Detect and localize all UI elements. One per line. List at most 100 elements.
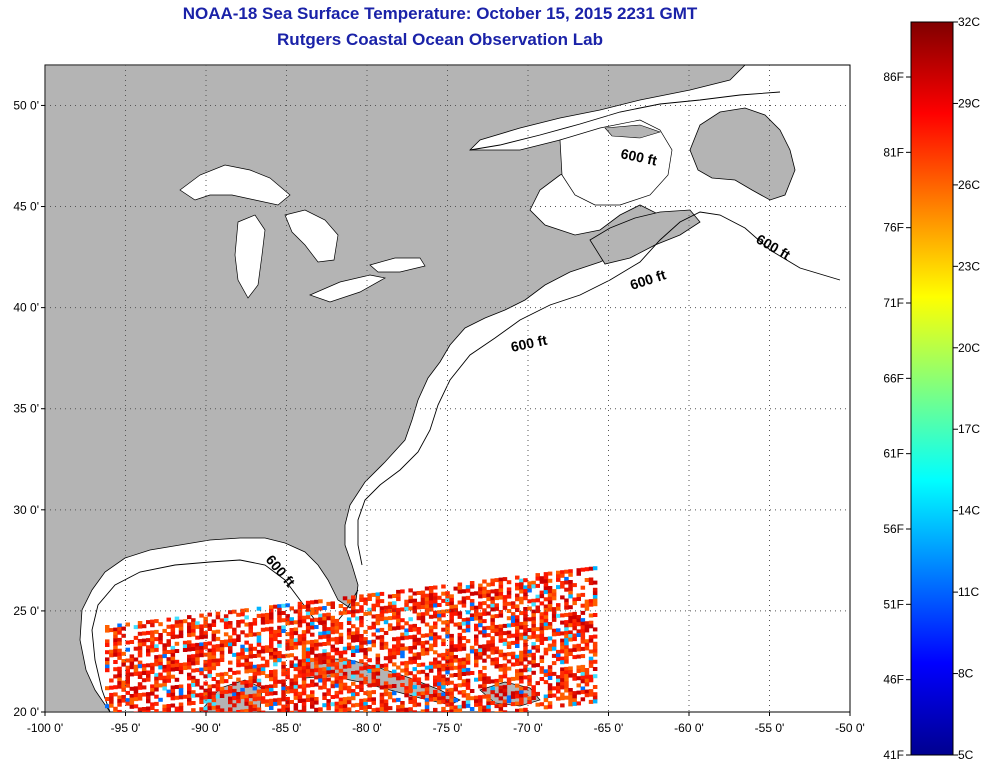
sst-pixel: [367, 683, 372, 688]
sst-pixel: [326, 663, 331, 668]
sst-pixel: [564, 659, 569, 664]
sst-pixel: [506, 677, 512, 682]
sst-pixel: [330, 619, 335, 624]
sst-pixel: [515, 658, 520, 663]
sst-pixel: [498, 667, 504, 672]
sst-pixel: [543, 608, 549, 613]
sst-pixel: [215, 658, 221, 663]
sst-pixel: [113, 649, 118, 654]
sst-pixel: [469, 696, 475, 701]
sst-pixel: [355, 670, 360, 675]
sst-pixel: [154, 680, 159, 685]
sst-pixel: [322, 642, 327, 646]
sst-pixel: [195, 646, 200, 651]
sst-pixel: [195, 642, 200, 647]
sst-pixel: [523, 617, 528, 622]
sst-pixel: [564, 612, 569, 617]
sst-pixel: [400, 636, 405, 641]
sst-pixel: [556, 606, 561, 611]
sst-pixel: [187, 633, 192, 638]
sst-pixel: [445, 688, 450, 693]
sst-pixel: [162, 708, 167, 712]
sst-pixel: [223, 625, 229, 630]
sst-pixel: [342, 682, 348, 687]
sst-pixel: [453, 658, 458, 663]
sst-pixel: [576, 654, 581, 659]
sst-pixel: [109, 696, 114, 701]
sst-pixel: [174, 616, 180, 621]
sst-pixel: [252, 697, 258, 702]
sst-pixel: [301, 698, 307, 703]
sst-pixel: [289, 606, 294, 611]
sst-pixel: [498, 584, 504, 589]
sst-pixel: [330, 702, 335, 707]
sst-pixel: [408, 588, 413, 593]
sst-pixel: [379, 707, 385, 712]
sst-pixel: [428, 661, 434, 666]
sst-pixel: [269, 655, 274, 660]
sst-pixel: [105, 704, 110, 709]
sst-pixel: [584, 689, 590, 694]
sst-pixel: [580, 618, 586, 623]
sst-pixel: [498, 610, 504, 614]
sst-pixel: [547, 586, 553, 590]
sst-pixel: [564, 627, 569, 632]
sst-pixel: [105, 686, 110, 691]
sst-pixel: [351, 703, 356, 708]
sst-pixel: [154, 683, 159, 688]
sst-pixel: [141, 685, 147, 690]
sst-pixel: [297, 663, 303, 667]
sst-pixel: [457, 665, 463, 670]
sst-pixel: [203, 620, 208, 625]
sst-pixel: [531, 631, 536, 636]
sst-pixel: [240, 695, 245, 700]
sst-pixel: [260, 649, 266, 654]
sst-pixel: [543, 651, 549, 656]
sst-pixel: [351, 689, 356, 693]
sst-pixel: [474, 605, 479, 610]
sst-pixel: [506, 630, 512, 635]
sst-pixel: [281, 690, 286, 695]
sst-pixel: [404, 689, 409, 694]
sst-pixel: [256, 693, 262, 698]
sst-pixel: [174, 663, 180, 668]
sst-pixel: [519, 611, 524, 616]
sst-pixel: [408, 689, 413, 694]
sst-pixel: [424, 698, 430, 703]
sst-pixel: [277, 654, 282, 659]
sst-pixel: [301, 651, 307, 656]
sst-pixel: [396, 607, 401, 612]
sst-pixel: [523, 668, 528, 673]
sst-pixel: [568, 605, 573, 610]
sst-pixel: [207, 666, 212, 671]
sst-pixel: [498, 631, 504, 636]
sst-pixel: [531, 645, 536, 650]
sst-pixel: [461, 672, 467, 676]
sst-pixel: [310, 650, 315, 655]
sst-pixel: [560, 674, 565, 679]
sst-pixel: [592, 598, 598, 603]
sst-pixel: [248, 668, 253, 673]
sst-pixel: [408, 671, 413, 676]
sst-pixel: [170, 685, 176, 690]
sst-pixel: [539, 626, 545, 631]
sst-pixel: [416, 616, 422, 621]
sst-pixel: [400, 589, 405, 594]
sst-pixel: [535, 648, 540, 653]
sst-pixel: [191, 683, 196, 687]
sst-pixel: [310, 621, 315, 626]
sst-pixel: [560, 692, 565, 697]
sst-pixel: [297, 691, 303, 696]
sst-pixel: [408, 628, 413, 632]
sst-pixel: [408, 700, 413, 704]
sst-pixel: [428, 694, 434, 698]
sst-pixel: [515, 654, 520, 659]
sst-pixel: [137, 682, 143, 687]
sst-pixel: [441, 681, 446, 686]
sst-pixel: [355, 602, 360, 607]
sst-pixel: [240, 687, 245, 692]
north-america-land: [45, 65, 746, 712]
sst-pixel: [568, 702, 573, 707]
sst-pixel: [293, 627, 299, 632]
sst-pixel: [437, 635, 442, 640]
